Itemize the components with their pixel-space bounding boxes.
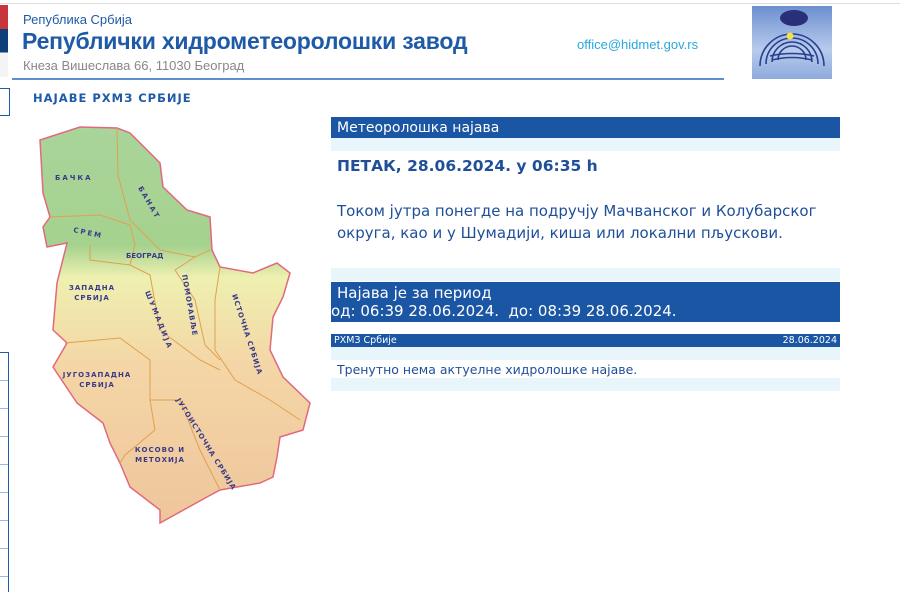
region-label-kosovo-metohija[interactable]: КОСОВО И МЕТОХИЈА [134, 446, 186, 464]
serbia-outline [39, 126, 311, 525]
region-label-backa[interactable]: БАЧКА [55, 174, 93, 182]
forecast-text: Током јутра понегде на подручју Мачванск… [337, 202, 817, 242]
period-label: Најава је за период [337, 284, 492, 302]
region-borders [49, 127, 301, 491]
hydro-text: Тренутно нема актуелне хидролошке најаве… [337, 362, 638, 377]
region-label-beograd[interactable]: БЕОГРАД [126, 252, 163, 260]
spacer-row [331, 347, 840, 360]
spacer-row [331, 138, 840, 151]
source-label: РХМЗ Србије [334, 335, 397, 346]
source-date: 28.06.2024 [782, 335, 837, 346]
country-name: Република Србија [23, 12, 132, 27]
section-title: НАЈАВЕ РХМЗ СРБИЈЕ [33, 91, 192, 105]
region-label-zapadna-srbija[interactable]: ЗАПАДНА СРБИЈА [68, 284, 116, 302]
left-nav-box[interactable] [0, 88, 10, 116]
forecast-header: Метеоролошка најава [331, 117, 840, 138]
region-label-jugozapadna-srbija[interactable]: ЈУГОЗАПАДНА СРБИЈА [62, 371, 132, 389]
logo-icon [759, 10, 825, 67]
spacer-row [331, 378, 840, 391]
period-range: од: 06:39 28.06.2024. до: 08:39 28.06.20… [331, 302, 677, 320]
hydro-header: РХМЗ Србије 28.06.2024 [331, 334, 840, 347]
header-divider [12, 78, 724, 80]
institution-title[interactable]: Републички хидрометеоролошки завод [22, 28, 468, 54]
spacer-row [331, 268, 840, 281]
serbia-regions-map[interactable]: БАЧКА БАНАТ СРЕМ БЕОГРАД ШУМАДИЈА ПОМОРА… [0, 100, 330, 540]
flag-graphic [0, 5, 8, 77]
left-nav-column[interactable] [0, 352, 9, 592]
address: Кнеза Вишеслава 66, 11030 Београд [23, 58, 245, 73]
email-link[interactable]: office@hidmet.gov.rs [577, 37, 699, 52]
forecast-period-box: Најава је за период од: 06:39 28.06.2024… [331, 282, 840, 322]
rhmz-logo[interactable] [752, 6, 832, 79]
top-border [0, 3, 900, 4]
forecast-date: ПЕТАК, 28.06.2024. у 06:35 h [337, 157, 598, 175]
